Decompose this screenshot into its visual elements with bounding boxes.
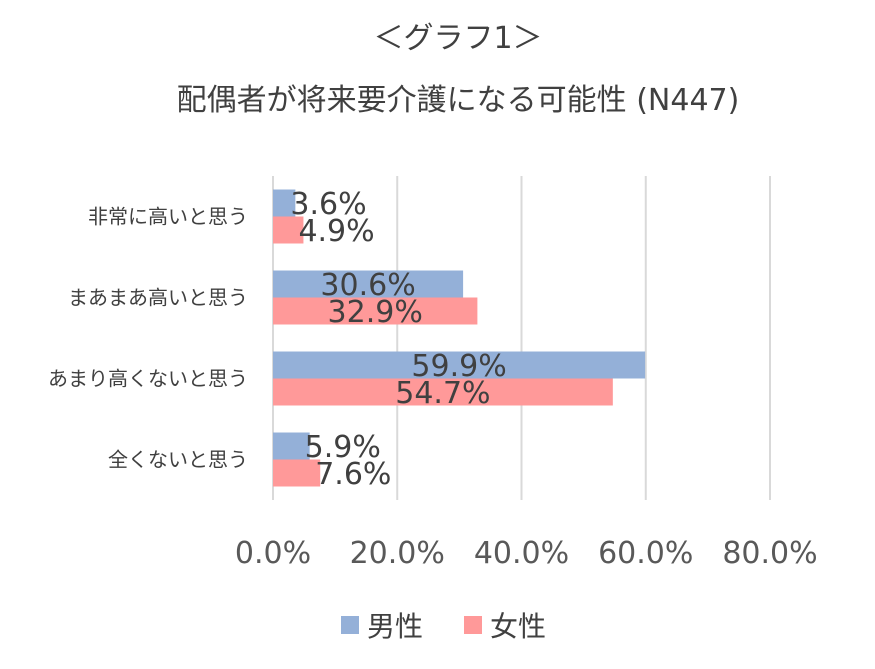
bar-female-2 [273, 378, 613, 406]
x-tick-label-0: 0.0% [235, 536, 311, 571]
data-label-female-3: 7.6% [315, 457, 391, 492]
x-tick-label-1: 20.0% [350, 536, 445, 571]
bar-male-3 [273, 432, 310, 460]
bar-male-0 [273, 189, 296, 217]
x-tick-label-2: 40.0% [474, 536, 569, 571]
category-label-3: 全くないと思う [108, 448, 248, 472]
legend-swatch-female [464, 616, 482, 634]
bar-female-0 [273, 216, 304, 244]
x-tick-label-4: 80.0% [722, 536, 817, 571]
data-label-male-1: 30.6% [320, 268, 415, 303]
chart-title: ＜グラフ1＞ [373, 21, 542, 56]
bars [273, 189, 646, 487]
data-label-female-0: 4.9% [298, 214, 374, 249]
legend: 男性 女性 [341, 610, 546, 643]
x-tick-labels: 0.0% 20.0% 40.0% 60.0% 80.0% [235, 536, 818, 571]
data-label-male-3: 5.9% [305, 430, 381, 465]
bar-male-1 [273, 270, 464, 298]
data-labels: 3.6%4.9% 30.6%32.9% 59.9%54.7% 5.9%7.6% [290, 187, 506, 492]
category-label-1: まあまあ高いと思う [68, 286, 248, 310]
legend-swatch-male [341, 616, 359, 634]
data-label-female-1: 32.9% [328, 295, 423, 330]
category-label-0: 非常に高いと思う [88, 205, 248, 229]
bar-female-3 [273, 459, 321, 487]
data-label-female-2: 54.7% [395, 376, 490, 411]
bar-male-2 [273, 351, 646, 379]
bar-female-1 [273, 297, 478, 325]
legend-label-female: 女性 [490, 610, 546, 643]
data-label-male-0: 3.6% [290, 187, 366, 222]
x-tick-label-3: 60.0% [598, 536, 693, 571]
legend-label-male: 男性 [367, 610, 423, 643]
category-label-2: あまり高くないと思う [48, 367, 248, 391]
data-label-male-2: 59.9% [411, 349, 506, 384]
chart-subtitle: 配偶者が将来要介護になる可能性 (N447) [177, 83, 740, 118]
